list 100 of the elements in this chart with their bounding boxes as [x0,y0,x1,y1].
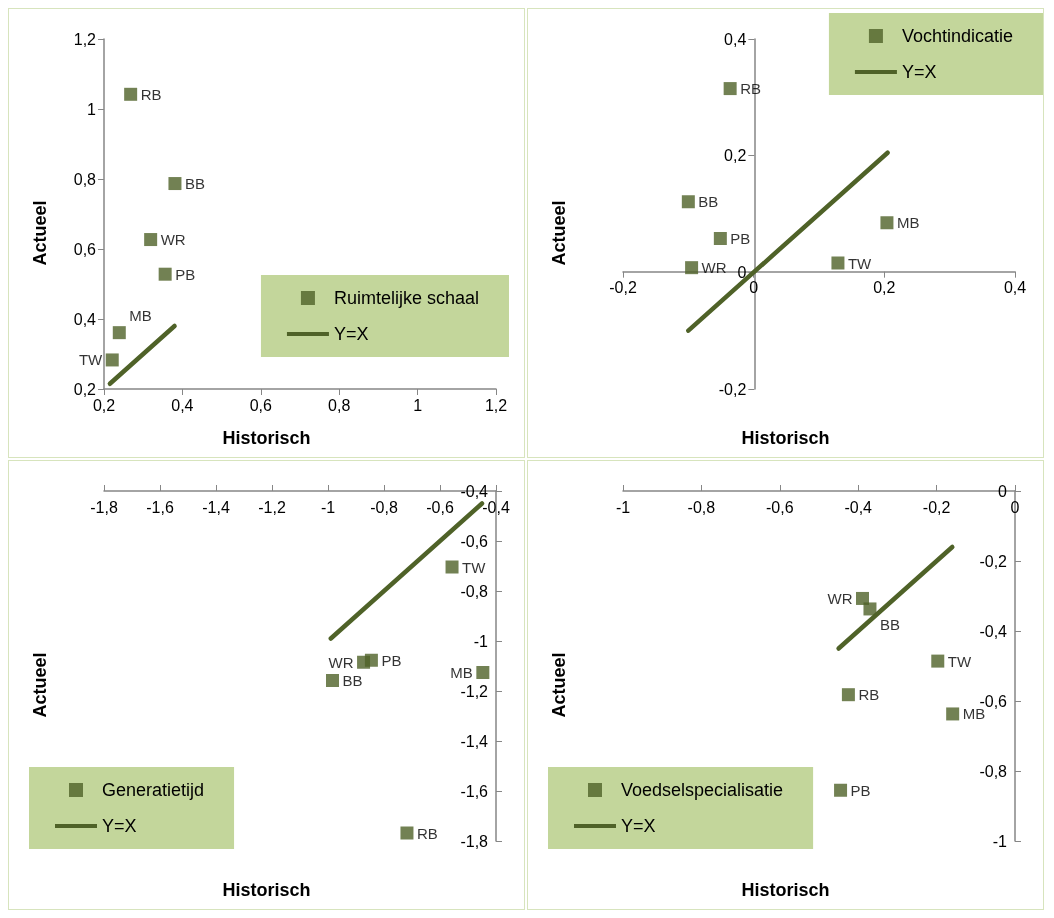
point [168,177,182,191]
point [144,233,158,247]
y-axis-title: Actueel [30,652,50,718]
annotation: WR [827,589,853,607]
y-tick-label: 0,6 [73,240,97,258]
x-tick-label: -1,2 [258,498,286,516]
x-tick-label: -0,8 [370,498,398,516]
point [834,783,848,797]
annotation: RB [140,85,162,103]
point [105,353,119,367]
x-tick-label: -1 [615,498,631,516]
x-tick-label: 1,2 [484,396,508,414]
annotation: MB [129,306,152,324]
y-tick-label: -0,8 [460,582,489,600]
y-tick-label: -1 [473,632,489,650]
x-tick-label: -0,8 [687,498,716,516]
x-tick-label: -1,6 [146,498,174,516]
x-tick-label: 0,4 [171,396,194,414]
x-axis-title: Historisch [741,428,830,448]
legend-label: Y=X [333,324,369,344]
y-tick-label: 0,2 [724,147,747,165]
x-tick-label: -0,2 [922,498,951,516]
annotation: PB [850,781,871,799]
annotation: BB [342,672,363,689]
y-tick-label: -0,2 [979,552,1008,570]
annotation: PB [175,265,196,283]
x-tick-label: -0,4 [482,498,510,516]
annotation: TW [947,652,972,670]
x-tick-label: 0,2 [92,396,116,414]
y-tick-label: -0,8 [979,762,1008,780]
x-tick-label: -0,6 [426,498,454,516]
y-tick-label: 0 [737,263,747,281]
y-tick-label: -0,4 [460,482,489,500]
y-axis-title: Actueel [549,200,569,266]
legend-label: Vochtindicatie [901,26,1013,46]
legend-label: Voedselspecialisatie [621,780,784,800]
point [476,666,490,679]
point [400,826,414,840]
x-tick-label: -1,8 [90,498,118,516]
point [325,674,339,687]
x-tick-label: -1 [320,498,336,516]
x-tick-label: -1,4 [202,498,230,516]
legend-label: Y=X [621,816,656,836]
x-tick-label: -0,6 [766,498,794,516]
annotation: BB [879,615,900,633]
y-axis-title: Actueel [549,652,569,718]
annotation: MB [450,664,473,681]
y-tick-label: -1,8 [460,832,489,850]
x-tick-label: 0,2 [873,279,896,297]
annotation: WR [328,653,354,671]
point [863,602,877,616]
point [124,87,138,101]
annotation: WR [701,259,727,277]
x-tick-label: 0,4 [1003,279,1027,297]
annotation: PB [381,651,402,669]
y-tick-label: -1,4 [460,732,489,750]
annotation: PB [730,230,751,247]
x-axis-title: Historisch [222,428,311,448]
y-tick-label: 0,2 [73,380,97,398]
legend-label: Y=X [102,816,137,836]
annotation: RB [416,824,438,842]
x-tick-label: -0,4 [844,498,873,516]
annotation: TW [78,351,104,369]
legend-label: Generatietijd [102,780,205,800]
point [445,560,459,574]
y-tick-label: -1,6 [460,782,489,800]
y-tick-label: 0 [998,482,1008,500]
legend-label: Ruimtelijke schaal [333,288,480,308]
y-tick-label: -0,2 [718,380,747,398]
x-axis-title: Historisch [222,880,311,900]
annotation: TW [847,254,873,272]
y-tick-label: -1,2 [460,682,489,700]
annotation: TW [462,558,487,576]
x-tick-label: 0 [1010,498,1020,516]
x-tick-label: -0,2 [609,279,637,297]
y-tick-label: 0,4 [724,30,747,48]
y-tick-label: 0,8 [73,170,97,188]
point [685,261,699,275]
x-axis-title: Historisch [741,880,830,900]
y-tick-label: 1,2 [73,30,97,48]
point [931,654,945,668]
annotation: BB [698,193,719,211]
point [364,653,378,667]
point [880,216,894,230]
y-tick-label: -0,6 [460,532,489,550]
y-tick-label: 1 [87,100,97,118]
point [158,267,172,281]
point [841,688,855,702]
annotation: MB [896,214,920,232]
y-tick-label: -0,4 [979,622,1008,640]
x-tick-label: 0,8 [328,396,351,414]
point [713,232,727,245]
point [946,707,960,721]
x-tick-label: 1 [413,396,423,414]
point [723,82,737,96]
y-tick-label: -1 [992,832,1008,850]
y-tick-label: 0,4 [73,310,97,328]
x-tick-label: 0,6 [249,396,273,414]
annotation: BB [184,175,205,193]
legend-label: Y=X [901,62,937,82]
